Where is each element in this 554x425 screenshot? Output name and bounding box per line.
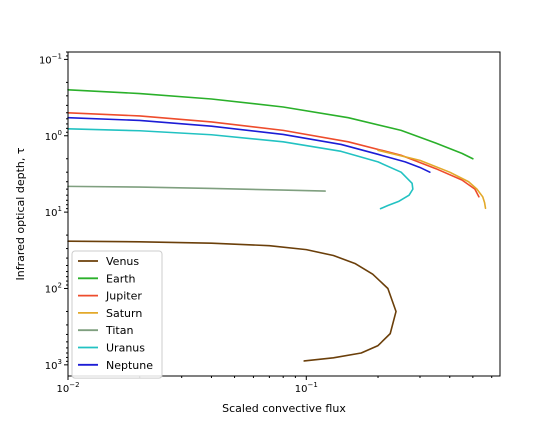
y-axis-label: Infrared optical depth, τ	[14, 147, 27, 280]
series-line-uranus	[67, 127, 414, 210]
series-line-neptune	[67, 116, 431, 173]
series-line-saturn	[377, 149, 487, 210]
series-line-titan	[67, 185, 326, 192]
y-tick-label: 102	[45, 281, 62, 295]
legend-label-neptune: Neptune	[106, 359, 153, 372]
legend-label-saturn: Saturn	[106, 307, 142, 320]
series-line-venus	[67, 240, 397, 362]
y-axis: 10−1 100 101 102 103	[39, 51, 68, 372]
x-axis: 10−2 10−1	[56, 376, 493, 395]
legend-label-venus: Venus	[106, 255, 139, 268]
y-tick-label: 100	[45, 129, 62, 143]
legend-label-earth: Earth	[106, 272, 136, 285]
y-tick-label: 10−1	[39, 52, 62, 66]
series-line-earth	[67, 88, 474, 160]
x-tick-label: 10−2	[56, 381, 79, 395]
series-layer	[67, 88, 487, 362]
legend-label-jupiter: Jupiter	[105, 290, 142, 303]
series-line-jupiter	[67, 111, 480, 198]
plot-frame	[67, 51, 501, 377]
x-tick-label: 10−1	[295, 381, 318, 395]
legend-box	[71, 250, 163, 379]
x-axis-label: Scaled convective flux	[222, 402, 346, 415]
legend: Venus Earth Jupiter Saturn Titan Uranus Neptun…	[71, 250, 163, 379]
y-tick-label: 103	[45, 358, 62, 372]
legend-label-uranus: Uranus	[106, 342, 145, 355]
legend-label-titan: Titan	[105, 324, 133, 337]
y-tick-label: 101	[45, 205, 62, 219]
